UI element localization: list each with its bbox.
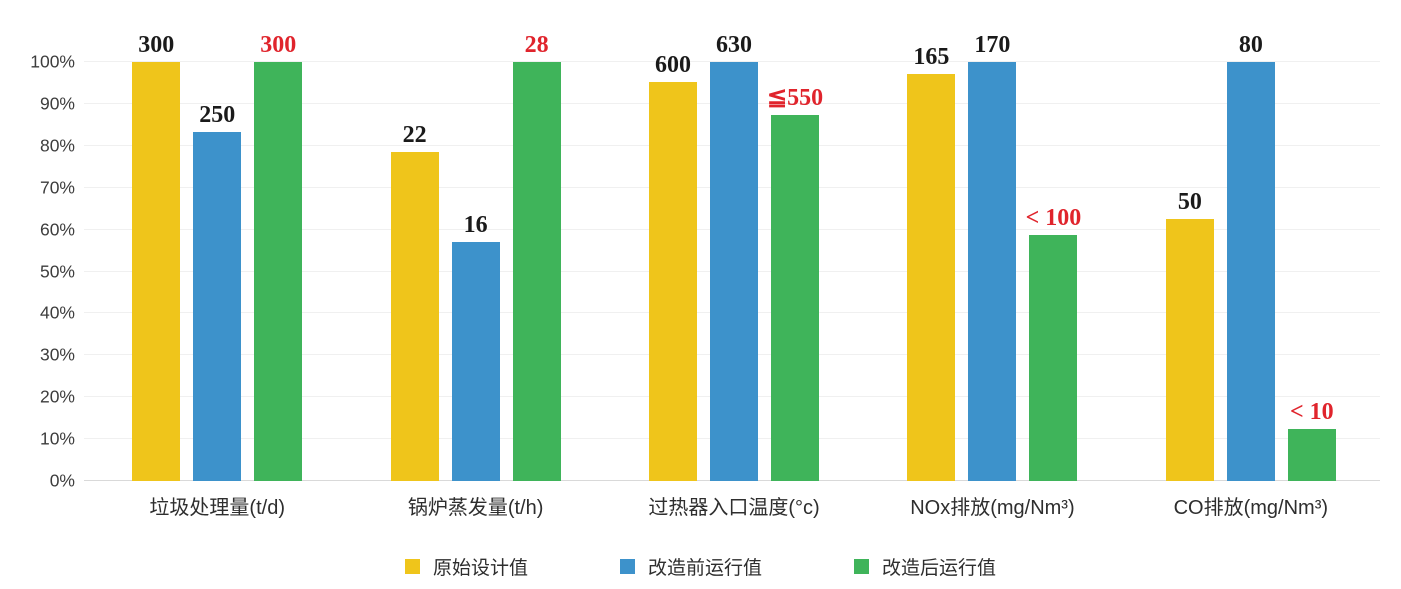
gridline-100: [84, 61, 1380, 62]
bar-value-label: 50: [1177, 189, 1202, 216]
bar-原始设计值-3: 600: [649, 53, 698, 481]
bar-原始设计值-2: 22: [390, 123, 439, 481]
bar-原始设计值-1: 300: [132, 33, 181, 481]
y-tick-label-50: 50%: [39, 261, 75, 281]
legend-swatch-icon: [619, 559, 635, 574]
bar-value-label: 600: [655, 51, 692, 78]
bar-改造前运行值-4: 170: [968, 33, 1017, 481]
bar-value-label: 170: [974, 32, 1011, 58]
legend-label: 改造后运行值: [882, 558, 997, 579]
y-tick-label-100: 100%: [30, 51, 75, 72]
y-tick-label-30: 30%: [39, 344, 75, 365]
bar-原始设计值-4: 165: [907, 45, 956, 481]
bar-value-label: 250: [199, 101, 236, 128]
bar-group-1: 300 250 300: [88, 33, 346, 481]
bar-value-label: 630: [716, 32, 753, 58]
legend-label: 原始设计值: [432, 558, 528, 579]
bar-value-label: 80: [1238, 32, 1263, 58]
bar-改造前运行值-2: 16: [451, 213, 500, 481]
bar-group-2: 22 16 28: [346, 33, 604, 481]
legend-item-1: 原始设计值: [404, 553, 528, 580]
bar-改造后运行值-2: 28: [512, 33, 561, 481]
legend-label: 改造前运行值: [647, 558, 762, 579]
bar-value-label: < 100: [1025, 204, 1082, 231]
x-category-label-4: NOx排放(mg/Nm³): [910, 497, 1075, 519]
bar-value-label: 165: [913, 44, 950, 71]
y-tick-label-20: 20%: [39, 386, 75, 407]
bar-原始设计值-5: 50: [1165, 190, 1214, 481]
y-tick-label-60: 60%: [39, 219, 75, 240]
x-category-label-1: 垃圾处理量(t/d): [149, 497, 285, 519]
bar-group-4: 165 170 < 100: [863, 33, 1121, 481]
bar-value-label: 300: [260, 32, 297, 58]
legend-swatch-icon: [854, 559, 869, 574]
bar-改造后运行值-1: 300: [254, 33, 303, 481]
chart-legend: 原始设计值 改造前运行值 改造后运行值: [0, 553, 1401, 580]
y-tick-label-0: 0%: [49, 470, 75, 491]
y-tick-label-80: 80%: [39, 135, 75, 156]
bar-改造前运行值-5: 80: [1226, 33, 1275, 481]
bar-group-3: 600 630 ≦550: [605, 33, 863, 481]
legend-item-3: 改造后运行值: [854, 553, 996, 580]
x-category-label-3: 过热器入口温度(°c): [648, 497, 820, 519]
bar-group-5: 50 80 < 10: [1122, 33, 1380, 481]
x-category-label-2: 锅炉蒸发量(t/h): [407, 497, 544, 519]
bar-改造后运行值-3: ≦550: [767, 86, 823, 481]
bar-改造前运行值-3: 630: [710, 33, 759, 481]
y-tick-label-10: 10%: [39, 428, 75, 449]
y-tick-label-40: 40%: [39, 302, 75, 323]
bar-改造后运行值-4: < 100: [1026, 206, 1081, 481]
bar-value-label: 28: [524, 32, 549, 58]
bar-value-label: 300: [138, 32, 175, 58]
legend-item-2: 改造前运行值: [619, 553, 762, 580]
plot-area: 0% 10% 20% 30% 40% 50% 60% 70% 80% 90% 100% 300 250 3…: [30, 33, 1380, 491]
x-axis-category-labels: 垃圾处理量(t/d) 锅炉蒸发量(t/h) 过热器入口温度(°c) NOx排放(mg/…: [88, 491, 1380, 520]
bar-value-label: 16: [463, 211, 488, 238]
bar-改造前运行值-1: 250: [193, 103, 242, 481]
bar-value-label: ≦550: [766, 85, 824, 112]
y-tick-label-90: 90%: [39, 93, 75, 114]
legend-swatch-icon: [404, 559, 420, 574]
x-category-label-5: CO排放(mg/Nm³): [1173, 497, 1329, 519]
bar-改造后运行值-5: < 10: [1287, 400, 1336, 481]
y-tick-label-70: 70%: [39, 177, 75, 198]
bar-groups: 300 250 300 22 16 28 600 630 ≦550 165 170 < 100 50 80…: [88, 33, 1380, 481]
bar-value-label: < 10: [1289, 398, 1334, 425]
bar-value-label: 22: [402, 121, 427, 148]
